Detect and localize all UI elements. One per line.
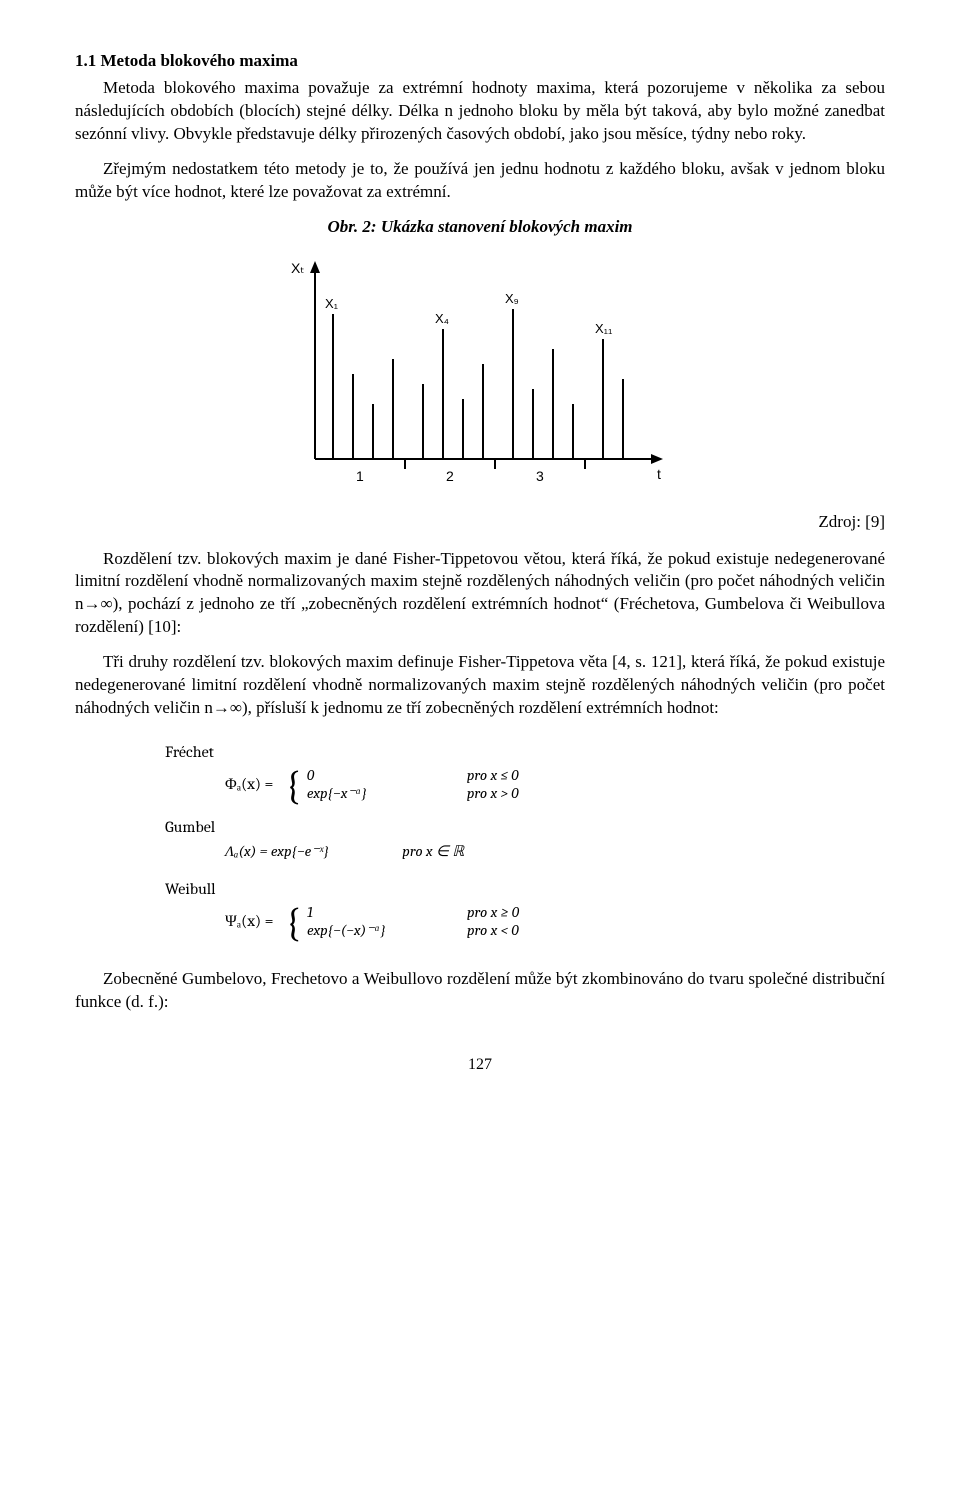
svg-text:1: 1: [356, 468, 364, 484]
eq-weibull-case1-cond: pro x ≥ 0: [467, 903, 519, 922]
eq-label-weibull: Weibull: [165, 879, 885, 901]
svg-text:X₁: X₁: [325, 296, 339, 311]
brace-icon: {: [285, 770, 300, 802]
brace-icon: {: [286, 907, 301, 939]
svg-text:Xₜ: Xₜ: [291, 260, 304, 276]
svg-text:2: 2: [446, 468, 454, 484]
svg-text:t: t: [657, 466, 661, 482]
eq-weibull: Ψₐ(x) = { 1 pro x ≥ 0 exp{−(−x)⁻ᵅ} pro x…: [225, 903, 885, 941]
paragraph-5: Zobecněné Gumbelovo, Frechetovo a Weibul…: [75, 968, 885, 1014]
section-heading: 1.1 Metoda blokového maxima: [75, 50, 885, 73]
eq-gumbel: Λₐ(x) = exp{−e⁻ˣ} pro x ∈ ℝ: [225, 841, 885, 861]
svg-text:X₁₁: X₁₁: [595, 321, 613, 336]
figure-source: Zdroj: [9]: [75, 511, 885, 534]
paragraph-1: Metoda blokového maxima považuje za extr…: [75, 77, 885, 146]
block-maxima-figure: Xₜ t X₁ X₄ X₉ X₁₁ 1 2 3: [270, 249, 690, 499]
paragraph-3: Rozdělení tzv. blokových maxim je dané F…: [75, 548, 885, 640]
svg-text:X₉: X₉: [505, 291, 519, 306]
eq-frechet-case2-expr: exp{−x⁻ᵅ}: [307, 784, 467, 803]
eq-weibull-case2-expr: exp{−(−x)⁻ᵅ}: [307, 921, 467, 940]
eq-frechet: Φₐ(x) = { 0 pro x ≤ 0 exp{−x⁻ᵅ} pro x > …: [225, 766, 885, 804]
eq-frechet-case2-cond: pro x > 0: [467, 784, 519, 803]
eq-weibull-case2-cond: pro x < 0: [467, 921, 519, 940]
paragraph-4: Tři druhy rozdělení tzv. blokových maxim…: [75, 651, 885, 720]
eq-weibull-lhs: Ψₐ(x) =: [225, 911, 274, 933]
eq-frechet-lhs: Φₐ(x) =: [225, 774, 273, 796]
eq-weibull-case1-expr: 1: [307, 903, 467, 922]
eq-gumbel-cond: pro x ∈ ℝ: [402, 841, 464, 861]
svg-text:3: 3: [536, 468, 544, 484]
eq-label-frechet: Fréchet: [165, 742, 885, 764]
paragraph-2: Zřejmým nedostatkem této metody je to, ž…: [75, 158, 885, 204]
eq-frechet-case1-cond: pro x ≤ 0: [467, 766, 519, 785]
equations-block: Fréchet Φₐ(x) = { 0 pro x ≤ 0 exp{−x⁻ᵅ} …: [165, 742, 885, 940]
eq-gumbel-lhs: Λₐ(x) = exp{−e⁻ˣ}: [225, 842, 329, 860]
svg-text:X₄: X₄: [435, 311, 449, 326]
figure-caption: Obr. 2: Ukázka stanovení blokových maxim: [75, 216, 885, 239]
page-number: 127: [75, 1054, 885, 1076]
eq-frechet-case1-expr: 0: [307, 766, 467, 785]
eq-label-gumbel: Gumbel: [165, 817, 885, 839]
